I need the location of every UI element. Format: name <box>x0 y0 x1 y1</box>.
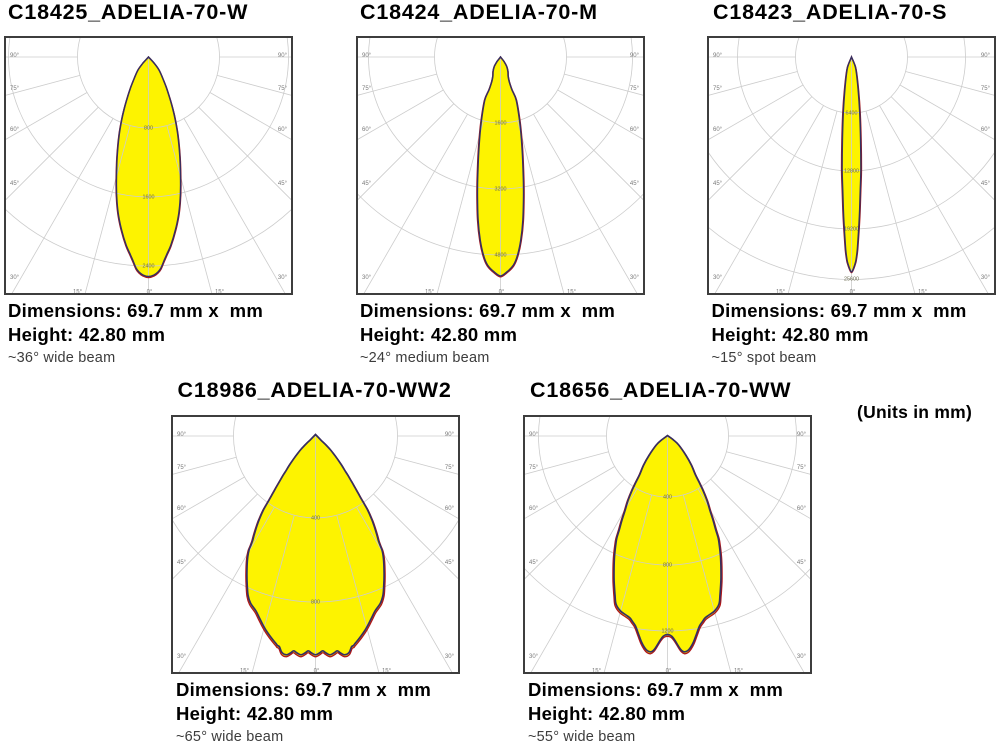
svg-text:30°: 30° <box>177 654 187 660</box>
svg-text:30°: 30° <box>629 275 639 281</box>
svg-text:30°: 30° <box>797 654 807 660</box>
svg-text:90°: 90° <box>629 53 639 59</box>
svg-text:0°: 0° <box>314 669 320 675</box>
svg-text:45°: 45° <box>529 560 539 566</box>
svg-text:60°: 60° <box>445 506 455 512</box>
svg-text:30°: 30° <box>981 275 991 281</box>
svg-text:15°: 15° <box>424 290 434 296</box>
svg-text:30°: 30° <box>529 654 539 660</box>
svg-text:90°: 90° <box>10 53 20 59</box>
svg-text:15°: 15° <box>73 290 83 296</box>
svg-text:4800: 4800 <box>494 253 506 259</box>
svg-text:6400: 6400 <box>846 111 858 117</box>
svg-text:60°: 60° <box>10 127 20 133</box>
svg-text:1200: 1200 <box>662 629 674 635</box>
svg-text:45°: 45° <box>981 181 991 187</box>
svg-text:75°: 75° <box>713 86 723 92</box>
svg-text:60°: 60° <box>629 127 639 133</box>
svg-text:1600: 1600 <box>494 121 506 127</box>
svg-text:15°: 15° <box>240 669 250 675</box>
svg-text:45°: 45° <box>445 560 455 566</box>
svg-text:12800: 12800 <box>844 169 859 175</box>
svg-text:90°: 90° <box>713 53 723 59</box>
svg-text:75°: 75° <box>797 465 807 471</box>
svg-text:400: 400 <box>663 495 672 501</box>
svg-text:75°: 75° <box>529 465 539 471</box>
svg-text:800: 800 <box>144 126 153 132</box>
svg-text:60°: 60° <box>713 127 723 133</box>
svg-text:75°: 75° <box>278 86 288 92</box>
svg-text:0°: 0° <box>850 290 856 296</box>
svg-text:3200: 3200 <box>494 187 506 193</box>
svg-text:15°: 15° <box>382 669 392 675</box>
svg-text:75°: 75° <box>445 465 455 471</box>
svg-text:30°: 30° <box>713 275 723 281</box>
svg-text:60°: 60° <box>177 506 187 512</box>
svg-text:60°: 60° <box>278 127 288 133</box>
svg-text:45°: 45° <box>629 181 639 187</box>
svg-text:90°: 90° <box>797 432 807 438</box>
svg-text:15°: 15° <box>215 290 225 296</box>
svg-text:90°: 90° <box>445 432 455 438</box>
svg-text:30°: 30° <box>278 275 288 281</box>
svg-text:90°: 90° <box>529 432 539 438</box>
svg-text:30°: 30° <box>362 275 372 281</box>
svg-text:60°: 60° <box>529 506 539 512</box>
svg-text:75°: 75° <box>10 86 20 92</box>
svg-text:1600: 1600 <box>143 195 155 201</box>
svg-text:25600: 25600 <box>844 277 859 283</box>
svg-text:60°: 60° <box>362 127 372 133</box>
svg-text:800: 800 <box>663 563 672 569</box>
svg-text:400: 400 <box>311 516 320 522</box>
svg-text:75°: 75° <box>362 86 372 92</box>
svg-text:90°: 90° <box>362 53 372 59</box>
svg-text:15°: 15° <box>776 290 786 296</box>
svg-text:45°: 45° <box>177 560 187 566</box>
svg-text:30°: 30° <box>445 654 455 660</box>
svg-text:90°: 90° <box>278 53 288 59</box>
svg-text:15°: 15° <box>918 290 928 296</box>
svg-text:45°: 45° <box>278 181 288 187</box>
svg-text:15°: 15° <box>566 290 576 296</box>
svg-text:0°: 0° <box>666 669 672 675</box>
svg-text:60°: 60° <box>981 127 991 133</box>
svg-text:75°: 75° <box>981 86 991 92</box>
svg-text:90°: 90° <box>177 432 187 438</box>
svg-text:45°: 45° <box>10 181 20 187</box>
svg-text:0°: 0° <box>147 290 153 296</box>
svg-text:60°: 60° <box>797 506 807 512</box>
svg-text:45°: 45° <box>362 181 372 187</box>
svg-text:800: 800 <box>311 600 320 606</box>
svg-text:75°: 75° <box>177 465 187 471</box>
svg-text:2400: 2400 <box>143 264 155 270</box>
svg-text:30°: 30° <box>10 275 20 281</box>
svg-text:75°: 75° <box>629 86 639 92</box>
svg-text:45°: 45° <box>713 181 723 187</box>
svg-text:45°: 45° <box>797 560 807 566</box>
svg-text:90°: 90° <box>981 53 991 59</box>
svg-text:15°: 15° <box>592 669 602 675</box>
svg-text:19200: 19200 <box>844 227 859 233</box>
svg-text:15°: 15° <box>734 669 744 675</box>
svg-text:0°: 0° <box>498 290 504 296</box>
